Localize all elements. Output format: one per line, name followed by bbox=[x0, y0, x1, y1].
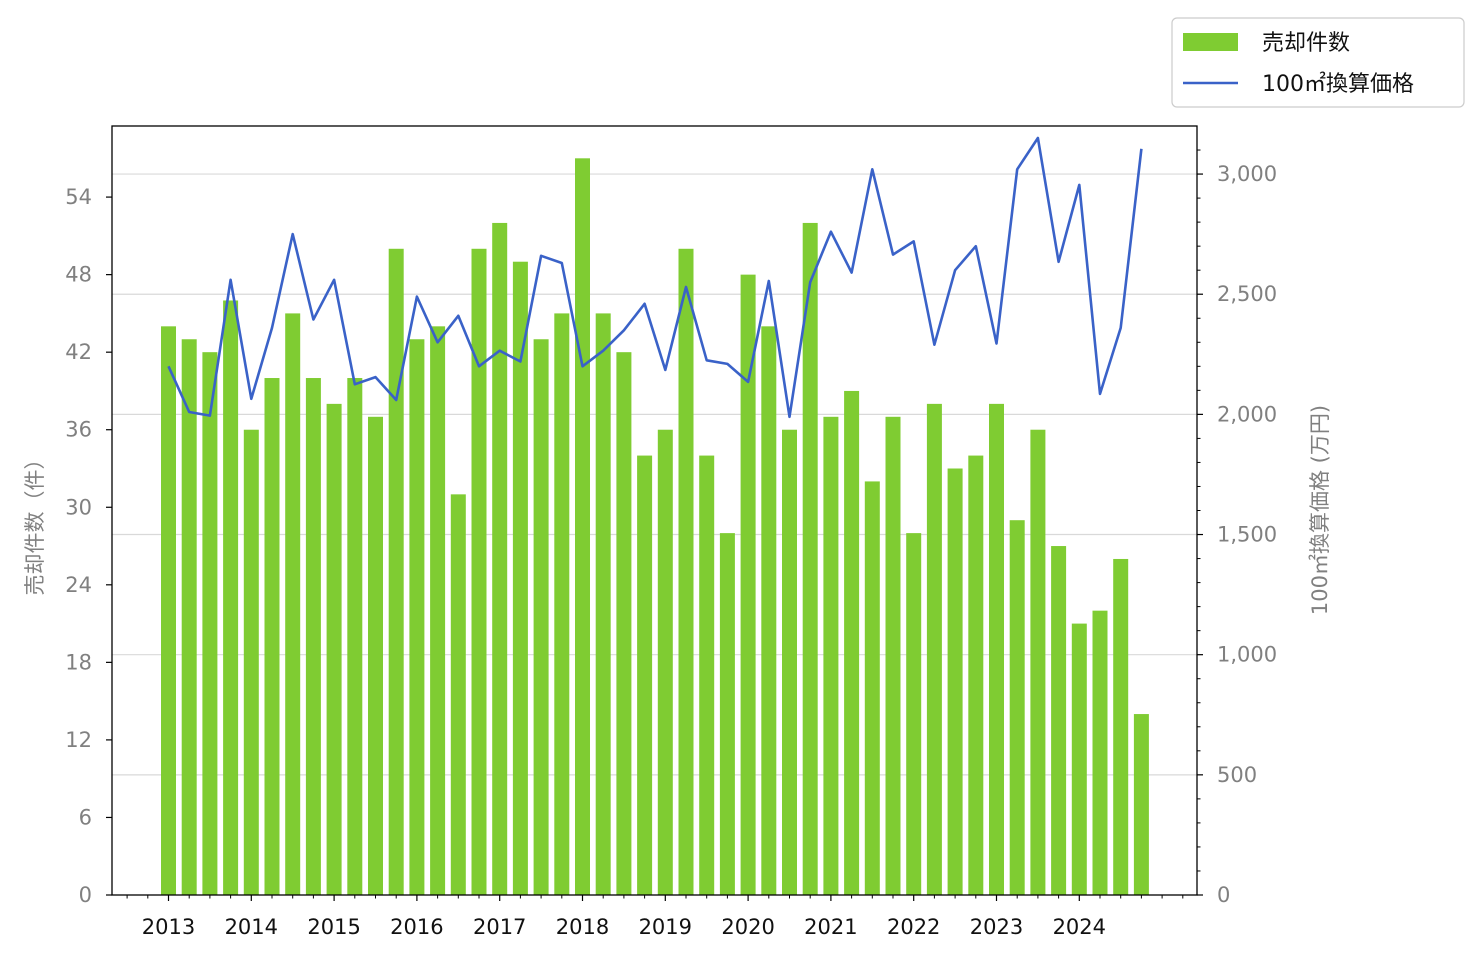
bar bbox=[181, 339, 197, 896]
bar bbox=[782, 429, 797, 895]
left-tick-label: 36 bbox=[65, 418, 92, 442]
x-tick-label: 2013 bbox=[142, 915, 195, 939]
x-tick-label: 2016 bbox=[390, 915, 443, 939]
bar bbox=[450, 494, 466, 895]
bar bbox=[616, 352, 632, 895]
x-tick-label: 2021 bbox=[804, 915, 857, 939]
left-axis: 0 6 12 18 24 30 36 42 48 54 bbox=[65, 185, 112, 907]
left-tick-label: 42 bbox=[65, 340, 92, 364]
left-tick-label: 30 bbox=[65, 495, 92, 519]
bar bbox=[1113, 558, 1129, 895]
left-axis-title: 売却件数（件） bbox=[23, 449, 47, 596]
right-axis-title: 100㎡換算価格 (万円) bbox=[1308, 405, 1332, 615]
bars bbox=[161, 158, 1149, 896]
price-line bbox=[167, 136, 1143, 419]
left-tick-label: 48 bbox=[65, 263, 92, 287]
bar bbox=[512, 261, 528, 895]
legend: 売却件数 100㎡換算価格 bbox=[1171, 17, 1465, 108]
bar bbox=[719, 533, 735, 895]
bar bbox=[1009, 520, 1025, 895]
bar bbox=[575, 158, 590, 896]
left-tick-label: 0 bbox=[79, 883, 92, 907]
x-tick-label: 2014 bbox=[225, 915, 278, 939]
bar bbox=[533, 339, 549, 896]
bar bbox=[202, 352, 218, 895]
left-tick-label: 54 bbox=[65, 185, 92, 209]
x-tick-label: 2015 bbox=[307, 915, 360, 939]
bar bbox=[906, 533, 922, 895]
bar bbox=[285, 313, 301, 896]
bar bbox=[595, 313, 611, 896]
bar bbox=[326, 403, 342, 895]
x-tick-label: 2020 bbox=[721, 915, 774, 939]
right-tick-label: 3,000 bbox=[1217, 162, 1277, 186]
left-tick-label: 18 bbox=[65, 650, 92, 674]
left-tick-label: 24 bbox=[65, 573, 92, 597]
bar bbox=[699, 455, 715, 895]
legend-box bbox=[1171, 17, 1465, 108]
bar bbox=[657, 429, 673, 895]
bar bbox=[761, 326, 777, 895]
bar bbox=[264, 378, 280, 895]
legend-bar-swatch bbox=[1183, 33, 1238, 51]
bar bbox=[430, 326, 446, 895]
bar bbox=[1133, 714, 1149, 895]
x-tick-label: 2019 bbox=[639, 915, 692, 939]
right-tick-label: 2,000 bbox=[1217, 402, 1277, 426]
x-axis: 2013 2014 2015 2016 2017 2018 2019 2020 2021 2022… bbox=[126, 895, 1184, 939]
price-line-layer bbox=[167, 136, 1143, 419]
bar bbox=[1030, 429, 1046, 895]
legend-bar-label: 売却件数 bbox=[1262, 31, 1350, 56]
bar bbox=[885, 416, 901, 895]
bar bbox=[305, 378, 321, 895]
bar bbox=[678, 248, 694, 896]
right-tick-label: 2,500 bbox=[1217, 282, 1277, 306]
bar bbox=[637, 455, 653, 895]
left-tick-label: 12 bbox=[65, 728, 92, 752]
bar bbox=[989, 403, 1004, 895]
left-tick-label: 6 bbox=[79, 805, 92, 829]
bar bbox=[1051, 546, 1067, 895]
right-axis: 0 500 1,000 1,500 2,000 2,500 3,000 bbox=[1197, 149, 1277, 907]
bar bbox=[347, 378, 363, 895]
bar bbox=[740, 274, 756, 895]
bar bbox=[864, 481, 880, 895]
bar bbox=[554, 313, 570, 896]
bar bbox=[471, 248, 487, 896]
x-tick-label: 2024 bbox=[1053, 915, 1106, 939]
x-tick-label: 2023 bbox=[970, 915, 1023, 939]
bar bbox=[161, 326, 176, 895]
right-tick-label: 1,000 bbox=[1217, 643, 1277, 667]
bar bbox=[388, 248, 404, 896]
right-tick-label: 0 bbox=[1217, 883, 1230, 907]
bar bbox=[968, 455, 984, 895]
bar bbox=[926, 403, 942, 895]
x-tick-label: 2017 bbox=[473, 915, 526, 939]
bar bbox=[223, 300, 239, 895]
bar bbox=[492, 222, 508, 896]
bar bbox=[409, 339, 425, 896]
bar bbox=[823, 416, 839, 895]
bar bbox=[368, 416, 383, 895]
right-tick-label: 500 bbox=[1217, 763, 1257, 787]
x-tick-label: 2022 bbox=[887, 915, 940, 939]
bar bbox=[802, 222, 818, 896]
bar bbox=[947, 468, 963, 895]
legend-line-label: 100㎡換算価格 bbox=[1262, 71, 1414, 97]
bar bbox=[1071, 623, 1087, 895]
x-tick-label: 2018 bbox=[556, 915, 609, 939]
bar bbox=[844, 390, 860, 895]
bar bbox=[1092, 610, 1108, 895]
bar bbox=[243, 429, 259, 895]
right-tick-label: 1,500 bbox=[1217, 523, 1277, 547]
